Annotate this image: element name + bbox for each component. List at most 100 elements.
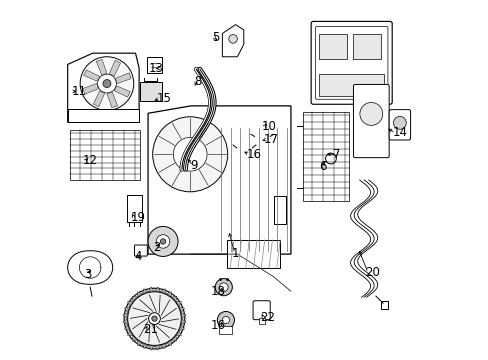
Circle shape [254,129,270,144]
Circle shape [98,74,116,93]
Text: 5: 5 [211,31,219,44]
Polygon shape [166,292,171,297]
Circle shape [393,116,406,129]
Polygon shape [160,289,166,294]
Circle shape [222,316,229,324]
Polygon shape [176,301,181,307]
Polygon shape [127,301,133,307]
Polygon shape [109,60,121,76]
Polygon shape [127,330,133,336]
Text: 3: 3 [84,268,92,281]
Polygon shape [83,70,100,81]
Polygon shape [154,287,160,292]
Text: 10: 10 [261,120,276,133]
Polygon shape [222,24,244,57]
Text: 2: 2 [153,241,161,255]
Polygon shape [171,336,177,341]
Bar [381,301,387,309]
Polygon shape [137,340,142,346]
Text: 14: 14 [392,126,407,139]
Text: 19: 19 [131,211,145,224]
Circle shape [160,239,165,244]
Bar [70,130,140,180]
Circle shape [124,288,184,349]
Polygon shape [82,84,98,94]
Circle shape [156,235,169,248]
Circle shape [236,140,252,156]
Circle shape [148,313,160,324]
Polygon shape [124,307,129,312]
Text: 21: 21 [142,323,157,336]
Polygon shape [132,336,137,341]
Polygon shape [96,59,107,75]
Text: 22: 22 [260,311,275,324]
Bar [226,240,280,269]
Polygon shape [142,289,148,294]
Text: 6: 6 [319,160,326,173]
Circle shape [127,292,181,345]
Polygon shape [122,319,127,325]
Polygon shape [154,345,160,350]
Polygon shape [176,330,181,336]
Text: 15: 15 [157,92,171,105]
Polygon shape [132,296,137,301]
FancyBboxPatch shape [134,245,147,256]
Text: 12: 12 [83,154,98,167]
Text: 17: 17 [264,133,279,146]
Bar [258,318,264,324]
Polygon shape [148,287,154,292]
Bar [219,326,232,334]
Circle shape [151,316,157,321]
Text: 9: 9 [190,159,197,172]
Polygon shape [116,73,131,84]
Polygon shape [114,86,130,97]
Polygon shape [93,91,104,107]
Bar [302,112,348,202]
Bar [140,82,162,102]
Circle shape [241,144,247,152]
Polygon shape [107,92,118,108]
Text: 16: 16 [246,148,261,161]
Text: 1: 1 [231,247,239,260]
Circle shape [325,153,336,164]
Polygon shape [148,345,154,350]
Polygon shape [160,343,166,348]
Bar [273,196,285,225]
Bar [319,74,383,96]
FancyBboxPatch shape [315,26,387,99]
Text: 4: 4 [135,250,142,263]
Polygon shape [166,340,171,346]
Polygon shape [67,53,139,122]
FancyBboxPatch shape [353,85,388,158]
Polygon shape [181,312,186,319]
FancyBboxPatch shape [310,21,391,104]
Bar [319,34,346,59]
Circle shape [80,57,134,111]
Polygon shape [148,106,290,254]
Text: 13: 13 [148,62,163,75]
Polygon shape [179,307,184,312]
Text: 18: 18 [211,285,225,298]
Circle shape [152,117,227,192]
Circle shape [215,279,232,296]
Polygon shape [137,292,142,297]
Polygon shape [67,251,112,284]
Text: 16: 16 [210,319,225,332]
Bar [67,109,139,122]
Bar [353,34,380,59]
Bar [126,195,142,222]
Polygon shape [171,296,177,301]
Polygon shape [179,325,184,330]
Text: 11: 11 [71,85,86,98]
Text: 8: 8 [193,75,201,88]
FancyBboxPatch shape [388,110,410,140]
Text: 7: 7 [332,148,340,161]
Circle shape [103,80,111,87]
Polygon shape [181,319,186,325]
Bar [146,57,162,73]
Circle shape [228,35,237,43]
Polygon shape [122,312,127,319]
Circle shape [148,226,178,256]
Polygon shape [142,343,148,348]
Polygon shape [124,325,129,330]
